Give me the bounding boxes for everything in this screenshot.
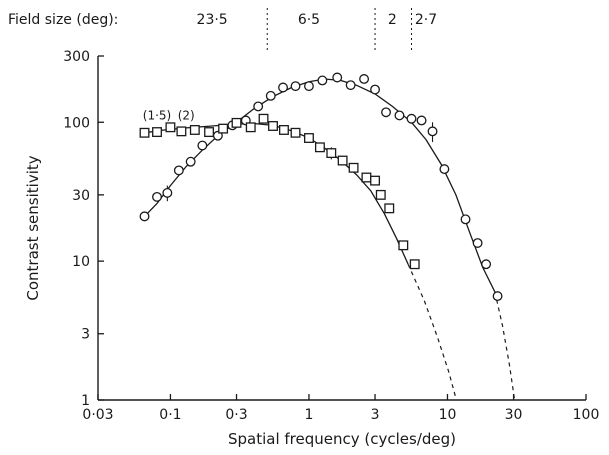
circle-data-point	[406, 113, 417, 124]
square-data-point	[370, 175, 380, 186]
fitted-curves	[144, 78, 516, 401]
circle-data-point	[317, 75, 328, 86]
circle-data-point	[439, 164, 450, 175]
circle-data-point	[173, 165, 184, 176]
square-data-point	[204, 127, 214, 138]
plot-area	[139, 72, 516, 401]
y-axis-ticks: 1 3 10 30 100 300	[63, 49, 104, 409]
y-axis-title: Contrast sensitivity	[24, 155, 42, 300]
x-tick-label: 0·3	[225, 407, 247, 423]
square-data-point	[245, 122, 256, 133]
square-data-point	[290, 127, 301, 138]
square-data-point	[348, 162, 359, 173]
circle-data-point	[460, 214, 471, 225]
circle-data-point	[304, 81, 314, 92]
field-size-value: 6·5	[298, 12, 320, 28]
square-data-point	[268, 121, 278, 131]
circle-data-point	[139, 211, 150, 222]
circle-data-point	[253, 101, 264, 112]
square-data-point	[337, 155, 348, 166]
field-size-dividers	[266, 8, 413, 50]
field-size-value: 2·7	[415, 12, 437, 28]
square-data-point	[165, 122, 176, 133]
x-tick-label: 0·03	[82, 407, 113, 423]
circle-data-point	[152, 191, 162, 202]
y-tick-label: 100	[63, 115, 90, 131]
circle-data-point	[427, 126, 438, 137]
annotations: (1·5) (2)	[143, 108, 195, 122]
circle-data-point	[416, 115, 427, 126]
square-series-fit-curve	[144, 122, 409, 265]
square-data-point	[384, 203, 395, 214]
x-tick-label: 10	[439, 407, 457, 423]
square-data-point	[314, 142, 325, 153]
square-data-point	[152, 127, 162, 138]
square-data-point	[398, 240, 409, 251]
x-axis-ticks: 0·03 0·1 0·3 1 3 10 30 100	[82, 394, 599, 423]
x-tick-label: 3	[371, 407, 380, 423]
axes: 0·03 0·1 0·3 1 3 10 30 100 1 3 10 30 100 300	[63, 49, 599, 423]
x-tick-label: 1	[304, 407, 313, 423]
y-tick-label: 1	[81, 393, 90, 409]
circle-data-point	[290, 81, 301, 92]
circle-data-point	[394, 110, 405, 121]
field-size-segments: 23·5 6·5 2 2·7	[197, 12, 438, 28]
circle-data-point	[370, 84, 380, 95]
circle-data-point	[345, 80, 356, 91]
square-data-point	[218, 123, 229, 134]
y-tick-label: 300	[63, 49, 90, 65]
circle-series-fit-curve	[144, 78, 496, 293]
circle-data-point	[381, 107, 391, 118]
square-data-point	[409, 259, 420, 270]
x-tick-label: 100	[573, 407, 600, 423]
y-tick-label: 10	[72, 254, 90, 270]
field-size-label: Field size (deg):	[8, 12, 118, 28]
circle-data-point	[185, 156, 196, 167]
circle-data-point	[265, 90, 276, 101]
field-size-annotation: (2)	[178, 108, 195, 122]
x-tick-label: 30	[505, 407, 523, 423]
data-points	[139, 72, 503, 302]
square-data-point	[176, 126, 187, 137]
circle-data-point	[162, 187, 173, 198]
x-axis-title: Spatial frequency (cycles/deg)	[228, 430, 456, 448]
square-series-extrapolation	[407, 263, 457, 401]
square-data-point	[326, 148, 337, 159]
square-data-point	[231, 117, 242, 128]
circle-data-point	[278, 82, 288, 93]
square-data-point	[361, 172, 372, 183]
field-size-annotation: (1·5)	[143, 108, 171, 122]
y-tick-label: 30	[72, 188, 90, 204]
y-tick-label: 3	[81, 327, 90, 343]
circle-data-point	[332, 72, 343, 83]
circle-data-point	[492, 291, 503, 302]
x-tick-label: 0·1	[159, 407, 181, 423]
square-data-point	[258, 113, 269, 124]
square-data-point	[304, 133, 314, 143]
field-size-value: 2	[388, 12, 397, 28]
square-data-point	[279, 125, 289, 135]
square-data-point	[139, 127, 150, 138]
field-size-header: Field size (deg): 23·5 6·5 2 2·7	[8, 8, 437, 50]
circle-data-point	[197, 140, 208, 151]
square-data-point	[375, 189, 386, 200]
circle-series-extrapolation	[494, 291, 516, 401]
circle-data-point	[359, 74, 370, 84]
circle-data-point	[481, 259, 492, 270]
field-size-value: 23·5	[197, 12, 228, 28]
square-data-point	[189, 125, 200, 135]
circle-data-point	[472, 238, 483, 248]
